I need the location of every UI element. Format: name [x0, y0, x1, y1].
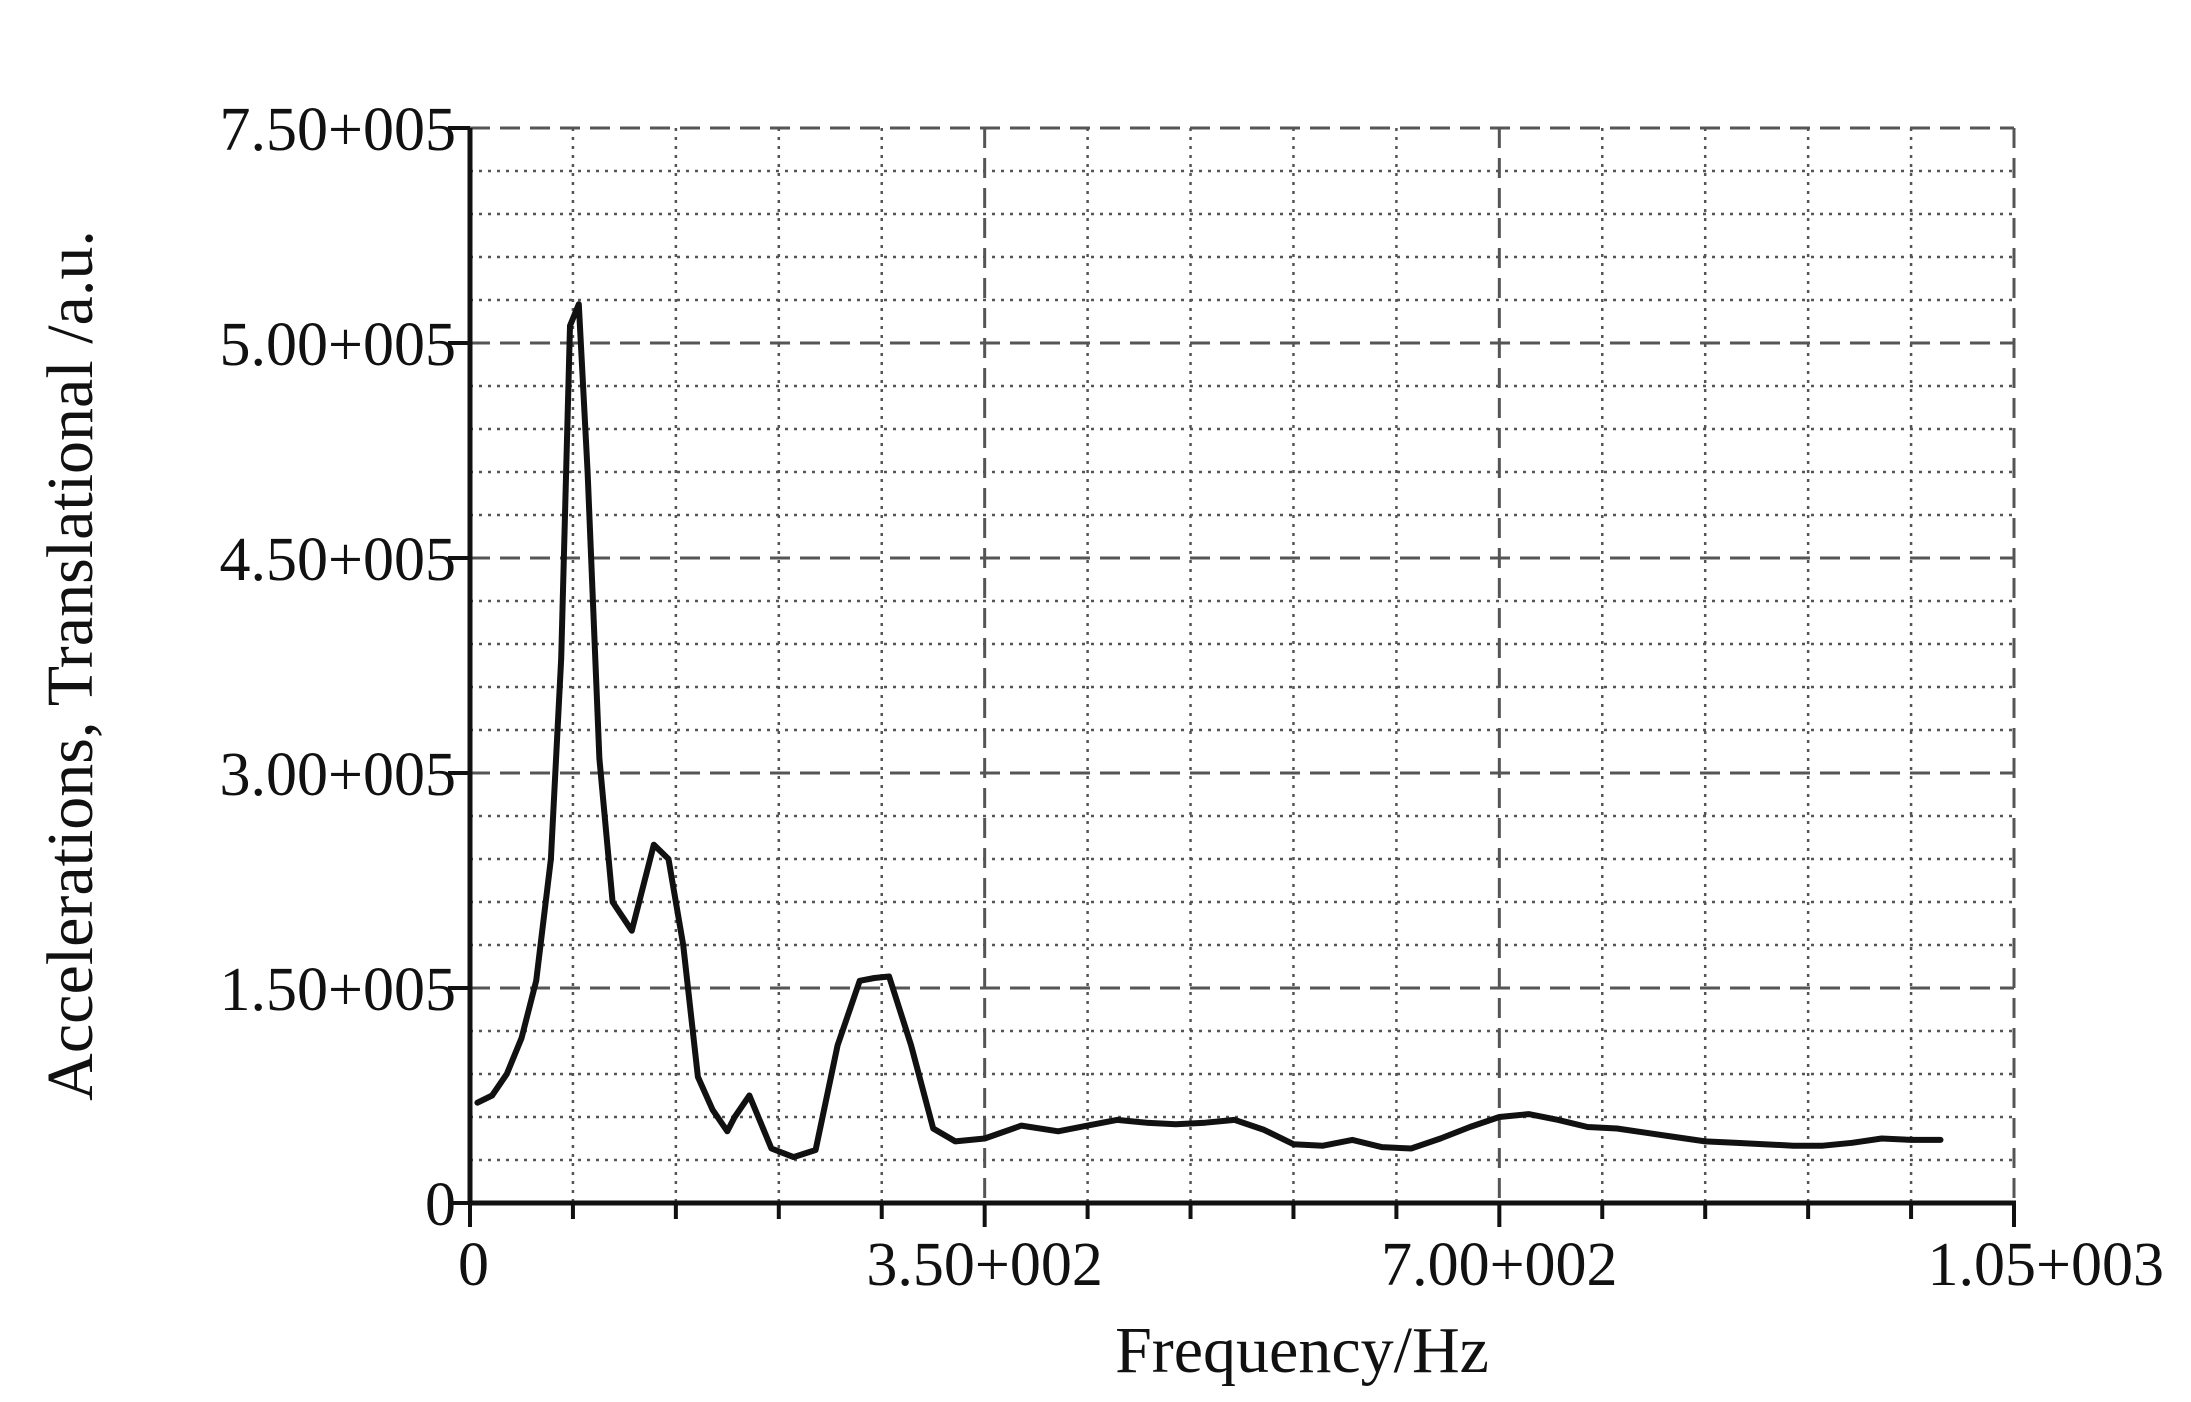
x-tick-label: 0: [458, 1231, 489, 1299]
tick-labels: 7.50+005 5.00+005 4.50+005 3.00+005 1.50+005…: [220, 96, 2164, 1299]
y-axis-title: Accelerations, Translational /a.u.: [34, 230, 107, 1101]
y-tick-label: 7.50+005: [220, 96, 456, 164]
y-tick-label: 0: [425, 1171, 456, 1239]
x-tick-label: 3.50+002: [866, 1231, 1102, 1299]
y-tick-label: 4.50+005: [220, 526, 456, 594]
x-tick-label: 7.00+002: [1381, 1231, 1617, 1299]
y-tick-label: 3.00+005: [220, 741, 456, 809]
series-line: [474, 301, 1944, 1161]
x-tick-label: 1.05+003: [1928, 1231, 2164, 1299]
y-tick-label: 1.50+005: [220, 956, 456, 1024]
series-layer: [474, 301, 1944, 1161]
y-tick-label: 5.00+005: [220, 311, 456, 379]
grid: [470, 126, 2016, 1203]
axes: [448, 126, 2016, 1227]
x-axis-title: Frequency/Hz: [1115, 1314, 1489, 1387]
